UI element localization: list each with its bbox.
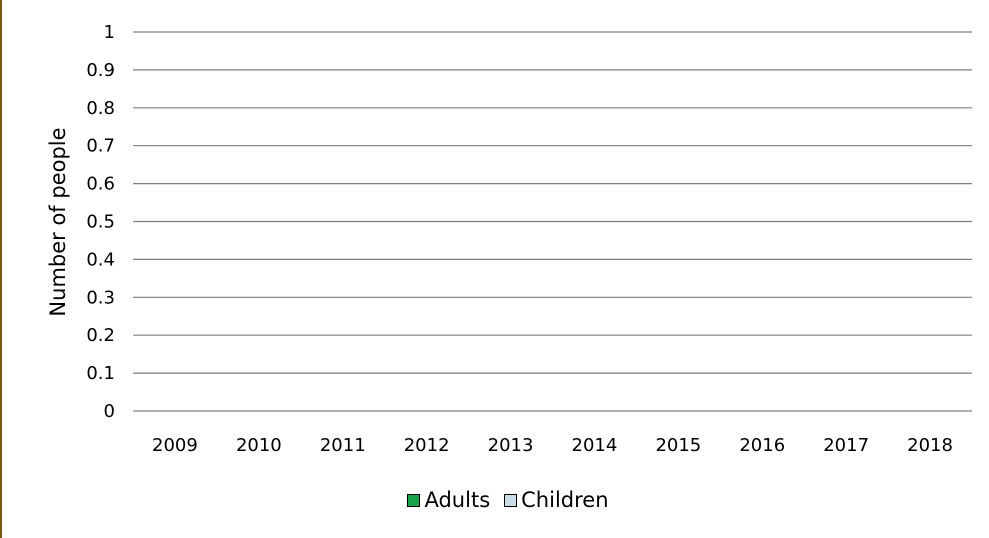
y-tick-label: 0.1 [86,363,115,384]
x-tick-label: 2018 [907,435,953,456]
x-tick-label: 2009 [152,435,198,456]
legend-swatch-children [504,493,518,507]
x-tick-label: 2010 [236,435,282,456]
x-tick-label: 2012 [404,435,450,456]
legend-swatch-adults [407,493,421,507]
x-tick-label: 2015 [655,435,701,456]
y-tick-label: 0.9 [86,60,115,81]
legend-label-children: Children [521,488,609,512]
y-tick-label: 0.5 [86,212,115,233]
legend: Adults Children [0,488,989,512]
legend-item-adults: Adults [407,488,490,512]
x-tick-label: 2011 [320,435,366,456]
y-tick-label: 0.7 [86,136,115,157]
y-tick-label: 0.2 [86,325,115,346]
y-tick-label: 0.6 [86,174,115,195]
x-tick-label: 2013 [488,435,534,456]
y-tick-label: 0 [104,401,115,422]
x-tick-label: 2016 [739,435,785,456]
y-tick-label: 0.4 [86,249,115,270]
x-tick-label: 2017 [823,435,869,456]
y-tick-label: 0.3 [86,287,115,308]
y-tick-label: 0.8 [86,98,115,119]
x-tick-label: 2014 [572,435,618,456]
y-tick-label: 1 [104,22,115,43]
legend-label-adults: Adults [424,488,491,512]
frame-border [0,0,2,538]
legend-item-children: Children [504,488,609,512]
